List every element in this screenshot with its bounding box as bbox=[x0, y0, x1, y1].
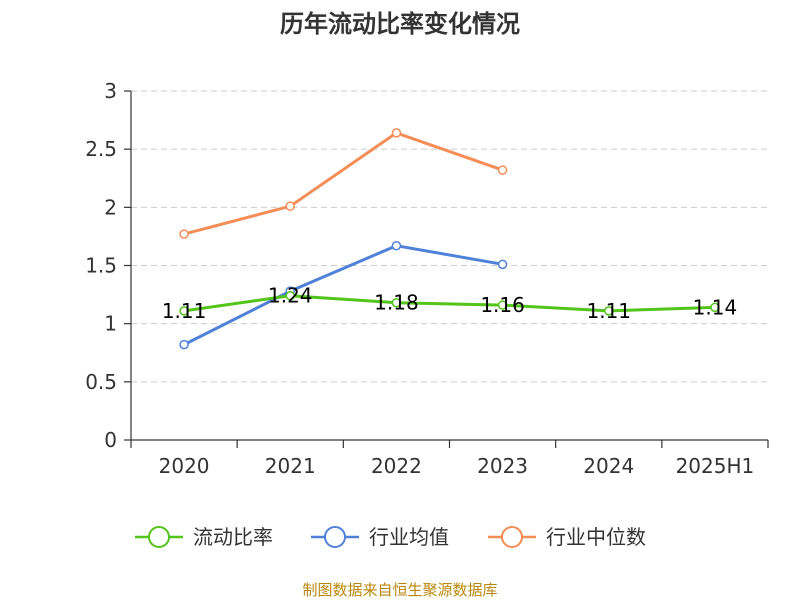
series-line-1 bbox=[183, 244, 503, 346]
y-tick-label: 1.5 bbox=[85, 254, 117, 278]
data-point bbox=[391, 128, 402, 138]
data-point bbox=[179, 229, 189, 239]
x-tick-label: 2025H1 bbox=[676, 454, 755, 478]
data-point bbox=[285, 201, 295, 211]
legend-marker bbox=[148, 526, 170, 548]
y-tick-label: 1 bbox=[104, 312, 117, 336]
source-note: 制图数据来自恒生聚源数据库 bbox=[302, 581, 497, 599]
data-point bbox=[497, 300, 508, 310]
data-point bbox=[391, 240, 402, 251]
y-tick-label: 0 bbox=[104, 428, 117, 452]
y-tick-label: 3 bbox=[104, 79, 117, 103]
legend-item-1[interactable]: 行业均值 bbox=[311, 525, 449, 549]
grid bbox=[131, 90, 768, 383]
legend-label: 行业均值 bbox=[369, 525, 449, 549]
legend-marker bbox=[324, 526, 346, 548]
data-label: 1.11 bbox=[586, 299, 631, 323]
data-label: 1.24 bbox=[268, 284, 313, 308]
data-label: 1.18 bbox=[374, 291, 419, 315]
x-tick-label: 2024 bbox=[583, 454, 634, 478]
y-tick-label: 0.5 bbox=[85, 370, 117, 394]
data-point bbox=[710, 302, 720, 313]
data-point bbox=[391, 297, 402, 308]
legend-marker bbox=[501, 526, 523, 548]
series-lines bbox=[179, 128, 720, 350]
legend-label: 行业中位数 bbox=[546, 525, 646, 549]
data-point bbox=[497, 165, 508, 175]
series-line-2 bbox=[183, 131, 504, 236]
y-tick-label: 2 bbox=[104, 195, 117, 219]
data-point bbox=[285, 290, 295, 301]
x-tick-label: 2021 bbox=[265, 454, 316, 478]
axes: 0 0.5 1 1.5 2 2.5 3 2020 2021 2022 2023 2024 2025H1 bbox=[85, 79, 769, 478]
data-labels: 1.11 1.24 1.18 1.16 1.11 1.14 bbox=[162, 284, 737, 323]
y-tick-label: 2.5 bbox=[85, 137, 117, 161]
x-tick-label: 2022 bbox=[371, 454, 422, 478]
legend-item-2[interactable]: 行业中位数 bbox=[488, 525, 646, 549]
data-point bbox=[604, 306, 614, 316]
data-label: 1.11 bbox=[162, 299, 207, 323]
data-label: 1.16 bbox=[480, 293, 525, 317]
legend-item-0[interactable]: 流动比率 bbox=[135, 525, 273, 549]
x-tick-label: 2023 bbox=[477, 454, 528, 478]
data-point bbox=[179, 306, 189, 316]
data-label: 1.14 bbox=[693, 295, 738, 319]
chart-title: 历年流动比率变化情况 bbox=[280, 10, 520, 38]
series-line-0 bbox=[183, 294, 715, 313]
legend[interactable]: 流动比率 行业均值 行业中位数 bbox=[135, 525, 646, 549]
data-point bbox=[179, 339, 189, 350]
x-tick-label: 2020 bbox=[159, 454, 210, 478]
legend-label: 流动比率 bbox=[193, 525, 273, 549]
data-point bbox=[497, 259, 508, 270]
